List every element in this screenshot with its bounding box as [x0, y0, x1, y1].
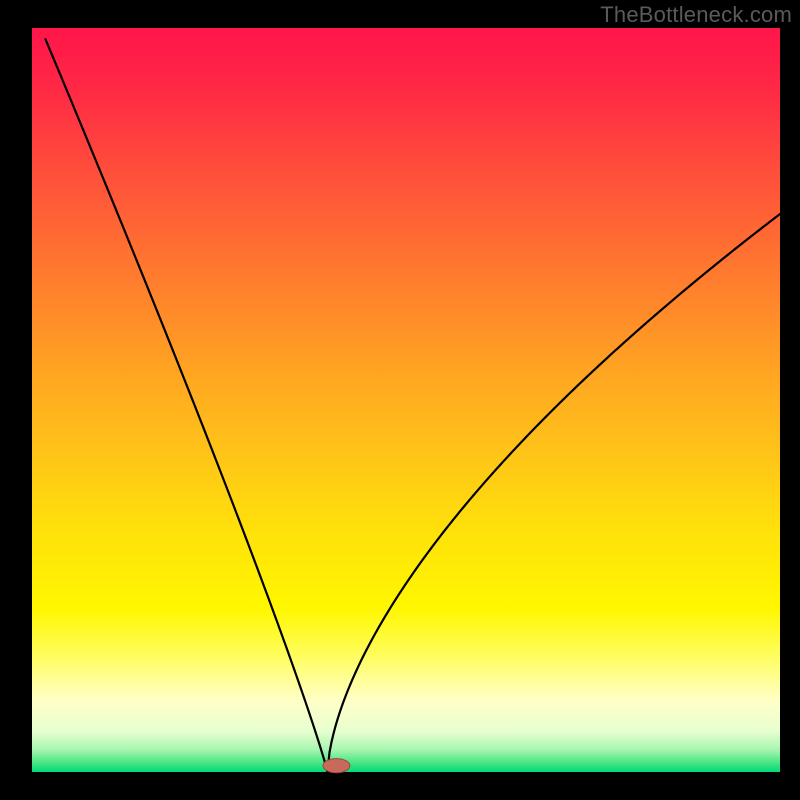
chart-container: TheBottleneck.com [0, 0, 800, 800]
watermark-text: TheBottleneck.com [600, 2, 792, 28]
bottleneck-chart [0, 0, 800, 800]
plot-background [32, 28, 780, 772]
optimum-marker [323, 759, 350, 773]
